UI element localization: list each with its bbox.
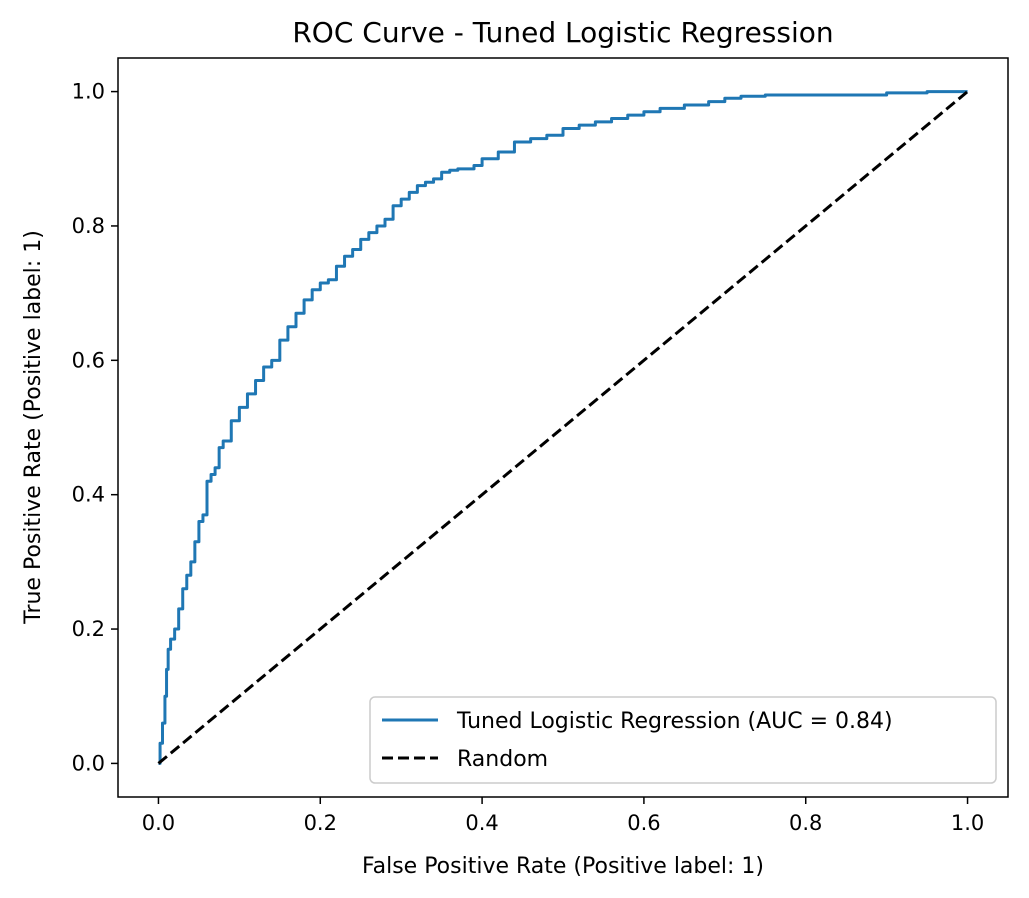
legend-box	[369, 696, 997, 784]
plot-frame	[117, 57, 1009, 798]
chart-title: ROC Curve - Tuned Logistic Regression	[292, 16, 833, 49]
y-tick-label: 1.0	[72, 80, 105, 104]
x-tick-label: 0.4	[465, 811, 498, 835]
x-tick-label: 1.0	[951, 811, 984, 835]
y-tick-label: 0.2	[72, 617, 105, 641]
y-tick-label: 0.0	[72, 751, 105, 775]
legend: Tuned Logistic Regression (AUC = 0.84) R…	[369, 696, 997, 784]
y-tick-label: 0.6	[72, 348, 105, 372]
x-tick-label: 0.6	[627, 811, 660, 835]
x-axis-label: False Positive Rate (Positive label: 1)	[362, 854, 764, 879]
x-tick-label: 0.0	[142, 811, 175, 835]
legend-label-random: Random	[457, 747, 548, 772]
series-layer	[157, 90, 969, 765]
x-axis: 0.0 0.2 0.4 0.6 0.8 1.0	[142, 797, 984, 835]
legend-label-roc: Tuned Logistic Regression (AUC = 0.84)	[456, 709, 893, 734]
x-tick-label: 0.8	[789, 811, 822, 835]
y-axis: 0.0 0.2 0.4 0.6 0.8 1.0	[72, 80, 118, 775]
y-axis-label: True Positive Rate (Positive label: 1)	[21, 230, 46, 625]
series-line-0	[158, 90, 968, 765]
x-tick-label: 0.2	[304, 811, 337, 835]
y-tick-label: 0.4	[72, 483, 105, 507]
y-tick-label: 0.8	[72, 214, 105, 238]
